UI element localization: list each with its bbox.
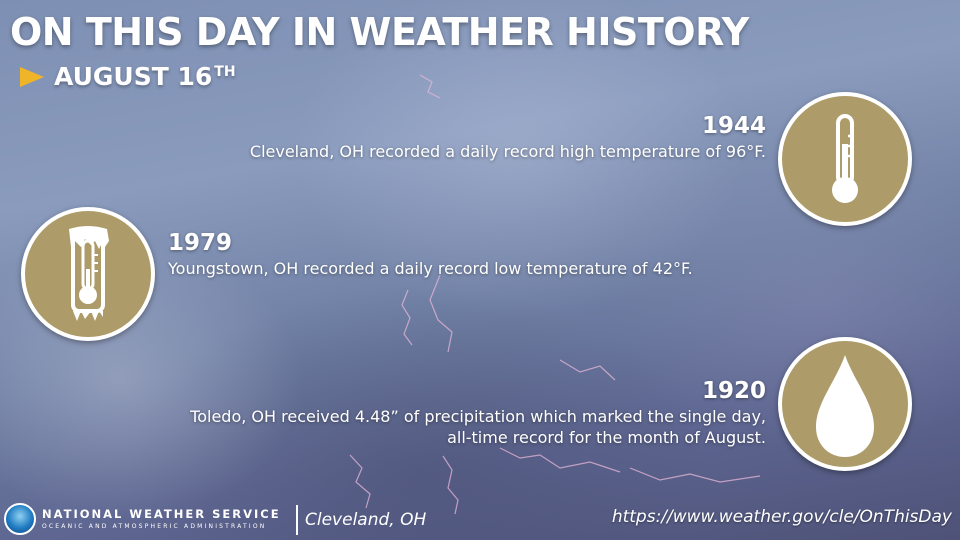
noaa-logo-icon — [4, 503, 36, 535]
frozen-thermometer-badge — [21, 207, 155, 341]
event-year-1944: 1944 — [701, 113, 766, 139]
date-main: AUGUST 16 — [54, 62, 213, 91]
event-text-1920-line1: Toledo, OH received 4.48” of precipitati… — [190, 407, 766, 426]
event-year-1920: 1920 — [701, 378, 766, 404]
event-text-1979: Youngstown, OH recorded a daily record l… — [168, 259, 693, 278]
date-heading: AUGUST 16 TH — [20, 62, 236, 91]
on-this-day-link[interactable]: https://www.weather.gov/cle/OnThisDay — [611, 507, 952, 527]
thermometer-badge — [778, 92, 912, 226]
date-suffix: TH — [214, 63, 236, 80]
frozen-thermometer-icon — [69, 226, 109, 321]
play-triangle-icon — [20, 66, 44, 87]
raindrop-badge — [778, 337, 912, 471]
event-year-1979: 1979 — [168, 230, 233, 256]
date-label: AUGUST 16 TH — [54, 62, 236, 91]
office-name: Cleveland, OH — [305, 510, 427, 530]
parent-agency-name: OCEANIC AND ATMOSPHERIC ADMINISTRATION — [42, 523, 267, 530]
page-title: ON THIS DAY IN WEATHER HISTORY — [10, 10, 749, 54]
event-text-1920-line2: all-time record for the month of August. — [447, 428, 766, 447]
thermometer-icon — [832, 114, 858, 203]
raindrop-icon — [816, 355, 874, 457]
agency-name: NATIONAL WEATHER SERVICE — [42, 507, 281, 521]
footer-divider — [296, 505, 298, 535]
event-text-1920: Toledo, OH received 4.48” of precipitati… — [66, 406, 766, 448]
event-text-1944: Cleveland, OH recorded a daily record hi… — [249, 142, 766, 161]
